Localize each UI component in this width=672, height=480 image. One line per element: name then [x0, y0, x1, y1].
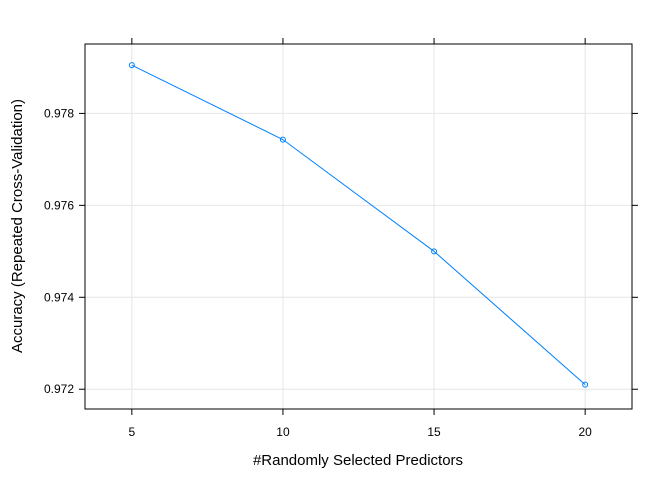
x-tick-label: 5: [128, 425, 135, 439]
grid: [85, 44, 632, 409]
x-tick-label: 15: [427, 425, 441, 439]
y-axis-title: Accuracy (Repeated Cross-Validation): [9, 99, 26, 353]
y-tick-label: 0.978: [44, 106, 74, 120]
y-tick-label: 0.976: [44, 198, 74, 212]
series-layer: [129, 63, 587, 387]
x-tick-label: 20: [578, 425, 592, 439]
x-axis-title: #Randomly Selected Predictors: [253, 452, 463, 469]
y-tick-label: 0.972: [44, 382, 74, 396]
axis-ticks: 5 10 15 20 0.972 0.974 0.976 0.978: [44, 38, 638, 439]
plot-frame: [85, 44, 632, 409]
y-tick-label: 0.974: [44, 290, 74, 304]
x-tick-label: 10: [276, 425, 290, 439]
